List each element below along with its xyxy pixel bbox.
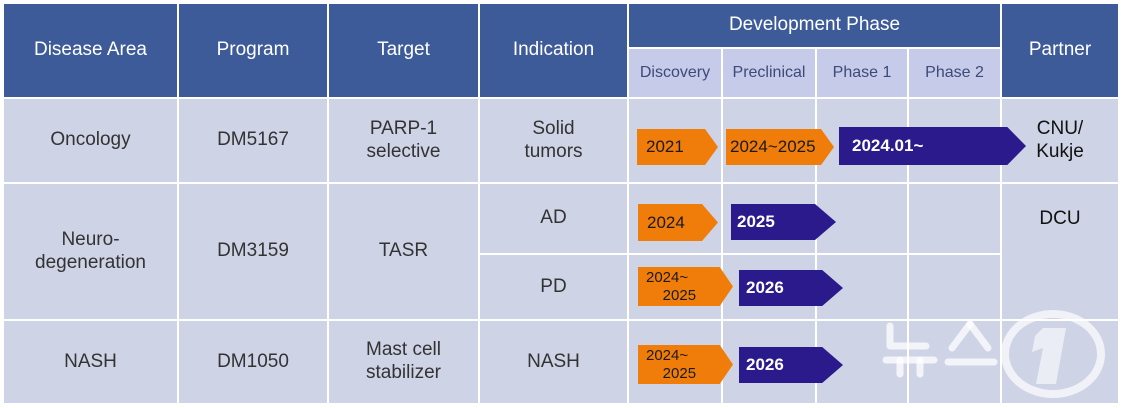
subheader-preclinical: Preclinical [723,49,815,97]
milestone-oncology-discovery: 2021 [637,129,718,165]
header-partner: Partner [1002,4,1118,97]
cell-nash-disease: NASH [4,321,177,403]
cell-oncology-program: DM5167 [179,99,327,182]
milestone-label: 2024.01~ [852,136,924,156]
disease-area-neuro: Neuro- degeneration [35,228,146,273]
cell-oncology-target: PARP-1 selective [329,99,478,182]
cell-neuro-partner: DCU [1002,184,1118,319]
cell-nash-phase-2 [909,321,1000,403]
milestone-pd-preclinical: 2026 [739,270,843,306]
indication-solid-tumors: Solid tumors [524,117,583,162]
milestone-label: 2026 [746,355,784,375]
milestone-label: 2024~2025 [730,137,816,157]
cell-oncology-partner: CNU/ Kukje [1002,99,1118,182]
target-tasr: TASR [378,240,429,262]
disease-area-nash: NASH [64,350,117,372]
header-disease-area-label: Disease Area [33,39,147,61]
milestone-oncology-preclinical: 2024~2025 [726,129,834,165]
cell-nash-target: Mast cell stabilizer [329,321,478,403]
milestone-ad-discovery: 2024 [638,204,718,241]
target-mast-cell: Mast cell stabilizer [366,339,441,383]
milestone-label: 2021 [646,137,684,157]
cell-ad-indication: AD [480,184,627,253]
header-program-label: Program [216,39,290,61]
milestone-pd-discovery: 2024~ 2025 [638,267,733,306]
header-target-label: Target [377,39,430,61]
phase-label-preclinical: Preclinical [732,64,806,82]
program-dm3159: DM3159 [217,240,289,262]
cell-oncology-disease: Oncology [4,99,177,182]
cell-neuro-target: TASR [329,184,478,319]
milestone-label: 2025 [737,212,775,232]
phase-label-phase2: Phase 2 [925,64,984,82]
header-partner-label: Partner [1028,39,1092,61]
milestone-nash-preclinical: 2026 [739,347,843,383]
cell-nash-indication: NASH [480,321,627,403]
subheader-discovery: Discovery [629,49,721,97]
header-development-phase-label: Development Phase [728,14,901,36]
cell-oncology-indication: Solid tumors [480,99,627,182]
header-disease-area: Disease Area [4,4,177,97]
indication-ad: AD [540,207,567,229]
cell-nash-program: DM1050 [179,321,327,403]
milestone-ad-preclinical: 2025 [731,204,836,240]
disease-area-oncology: Oncology [50,129,131,151]
cell-neuro-disease: Neuro- degeneration [4,184,177,319]
subheader-phase2: Phase 2 [909,49,1000,97]
program-dm1050: DM1050 [217,350,289,372]
cell-neuro-program: DM3159 [179,184,327,319]
target-parp1: PARP-1 selective [366,117,441,162]
indication-nash: NASH [527,350,580,372]
header-indication: Indication [480,4,627,97]
phase-label-discovery: Discovery [639,64,711,82]
phase-label-phase1: Phase 1 [832,64,892,82]
header-program: Program [179,4,327,97]
milestone-label: 2024 [647,212,685,232]
milestone-label: 2024~ 2025 [646,269,697,304]
indication-pd: PD [540,275,567,297]
header-target: Target [329,4,478,97]
partner-dcu: DCU [1039,208,1081,229]
partner-cnu-kukje: CNU/ Kukje [1036,117,1084,162]
cell-ad-phase-1 [817,184,907,253]
milestone-nash-discovery: 2024~ 2025 [638,345,733,384]
cell-nash-partner [1002,321,1118,403]
milestone-label: 2024~ 2025 [646,347,697,382]
cell-pd-phase-2 [909,255,1000,319]
milestone-label: 2026 [746,278,784,298]
cell-ad-phase-2 [909,184,1000,253]
header-development-phase: Development Phase [629,4,1000,47]
header-indication-label: Indication [512,39,595,61]
cell-pd-indication: PD [480,255,627,319]
program-dm5167: DM5167 [217,129,289,151]
subheader-phase1: Phase 1 [817,49,907,97]
milestone-oncology-phase1: 2024.01~ [839,127,1026,165]
